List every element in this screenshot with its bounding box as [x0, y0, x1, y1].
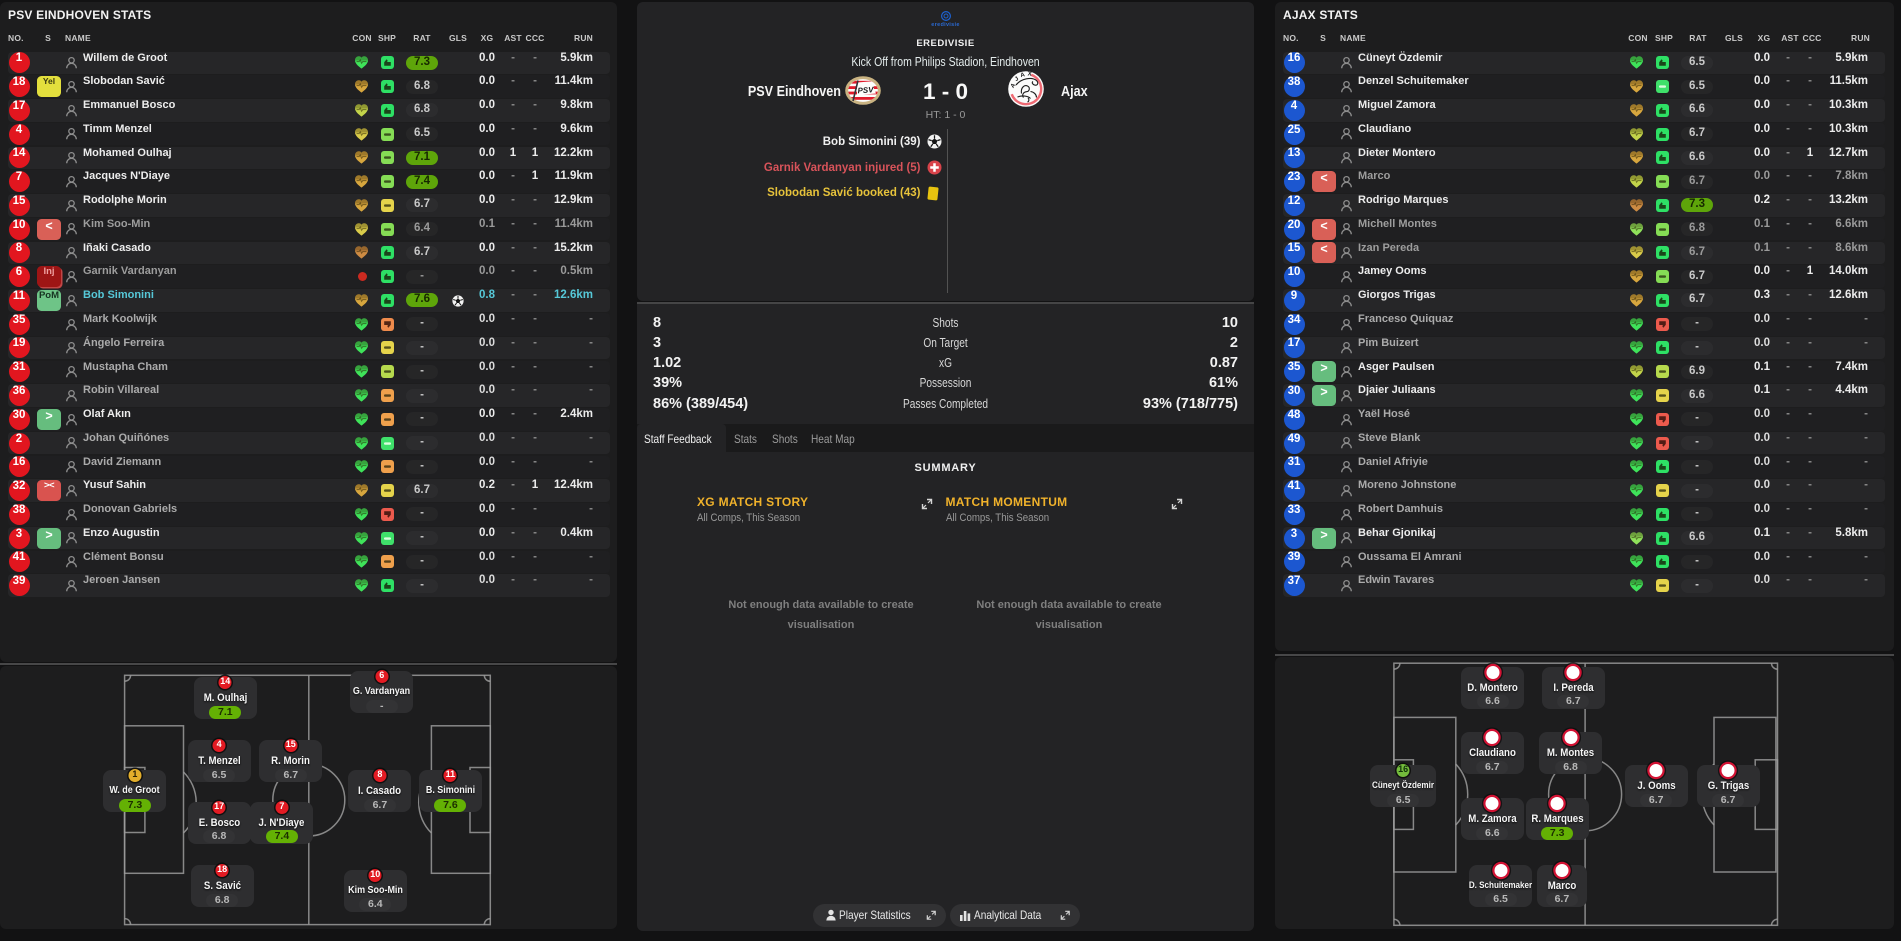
svg-text:PSV: PSV — [857, 85, 874, 95]
svg-text:X: X — [1027, 71, 1032, 78]
svg-text:A: A — [1010, 82, 1018, 90]
svg-text:J: J — [1014, 76, 1020, 83]
svg-text:A: A — [1020, 72, 1026, 79]
